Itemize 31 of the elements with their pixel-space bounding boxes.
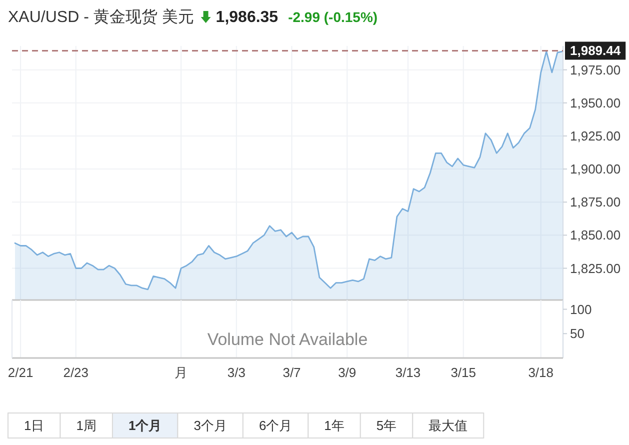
y-tick-label: 50 <box>570 326 584 342</box>
category-label: 1年 <box>324 418 344 433</box>
ref-line-label: 1,989.44 <box>570 43 622 58</box>
x-tick-label: 3/13 <box>395 365 421 380</box>
y-tick-label: 1,900.00 <box>570 162 621 177</box>
category-label: 1个月 <box>128 418 162 433</box>
text: -2.99 (-0.15%) <box>288 9 378 25</box>
category-label: 5年 <box>376 418 397 433</box>
x-tick-label: 3/15 <box>450 365 476 380</box>
x-tick-label: 3/9 <box>338 365 356 380</box>
category-label: 6个月 <box>258 418 292 433</box>
y-tick-label: 1,975.00 <box>570 62 621 78</box>
y-tick-label: 1,850.00 <box>570 228 621 243</box>
x-tick-label: 2/23 <box>63 365 89 380</box>
x-tick-label: 3/18 <box>528 365 554 380</box>
category-label: 1周 <box>76 418 96 433</box>
annotation: Volume Not Available <box>207 330 368 350</box>
y-tick-label: 1,875.00 <box>570 194 621 210</box>
x-tick-label: 2/21 <box>8 365 34 380</box>
x-tick-label: 3/3 <box>227 365 246 380</box>
x-tick-label: 月 <box>174 365 188 380</box>
y-tick-label: 1,825.00 <box>570 260 621 276</box>
chart-title: XAU/USD - 黄金现货 美元 <box>8 8 194 26</box>
category-label: 最大值 <box>428 418 468 433</box>
category-label: 1日 <box>24 418 44 433</box>
y-tick-label: 1,950.00 <box>570 95 621 110</box>
chart-subtitle: 1,986.35 <box>216 9 278 26</box>
y-tick-label: 1,925.00 <box>570 128 621 144</box>
x-tick-label: 3/7 <box>282 365 301 380</box>
category-label: 3个月 <box>194 418 227 433</box>
y-tick-label: 100 <box>570 302 592 317</box>
